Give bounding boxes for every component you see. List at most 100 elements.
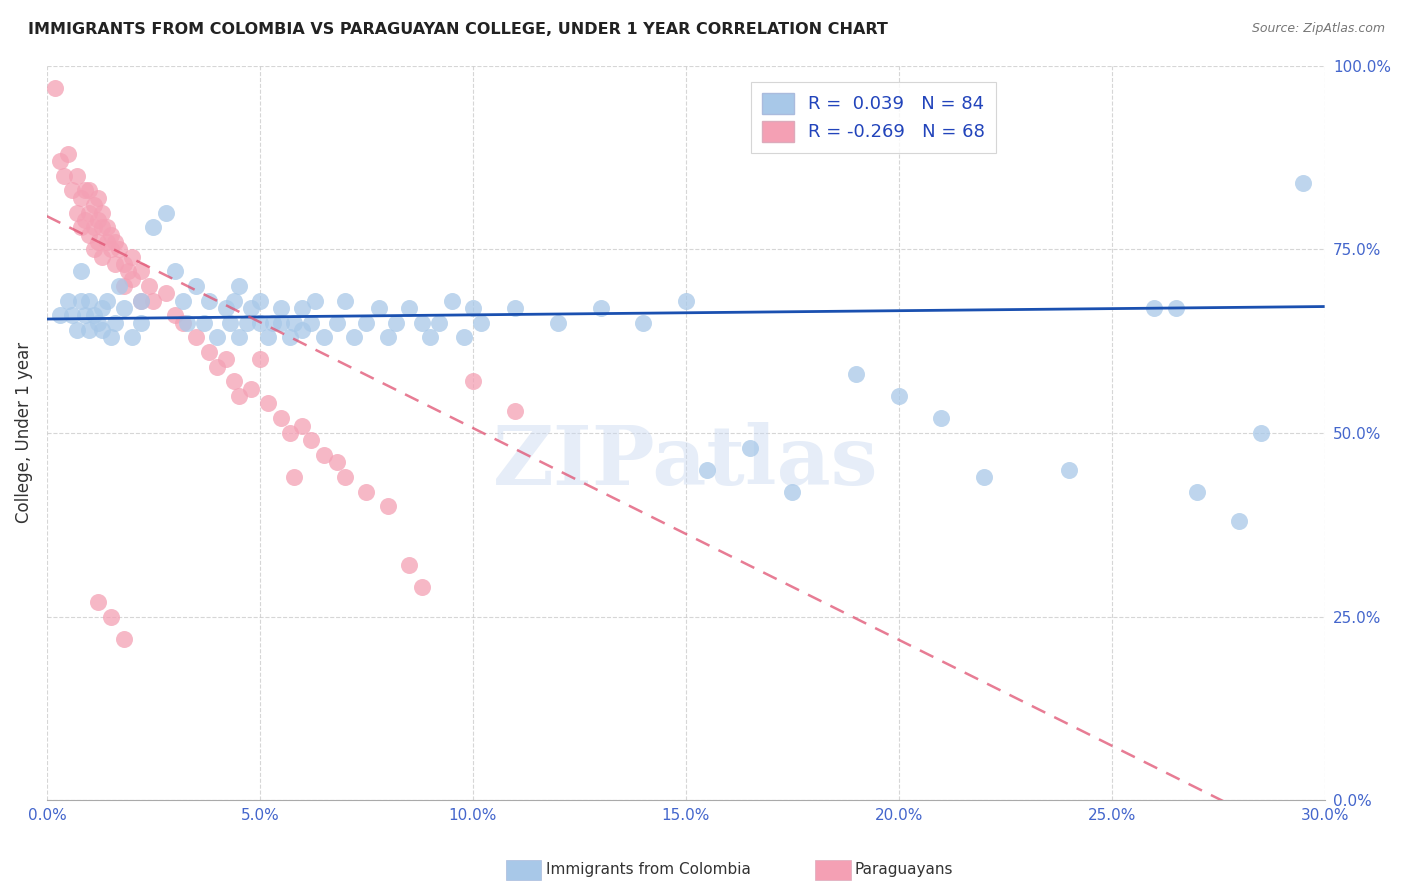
Point <box>1292 176 1315 190</box>
Point <box>52 169 75 183</box>
Point <box>172 316 194 330</box>
Point <box>70 293 93 308</box>
Point <box>1164 301 1187 315</box>
Point <box>70 191 93 205</box>
Point <box>108 242 131 256</box>
Point <box>973 470 995 484</box>
Point <box>83 242 105 256</box>
Point <box>66 323 89 337</box>
Point <box>291 418 314 433</box>
Point <box>155 205 177 219</box>
Point <box>163 264 186 278</box>
Text: Source: ZipAtlas.com: Source: ZipAtlas.com <box>1251 22 1385 36</box>
Point <box>696 462 718 476</box>
Point <box>738 441 761 455</box>
Point <box>117 264 139 278</box>
Point <box>419 330 441 344</box>
Point <box>142 220 165 235</box>
Point <box>96 220 118 235</box>
Point <box>453 330 475 344</box>
Point <box>325 455 347 469</box>
Point <box>299 434 322 448</box>
Point <box>75 184 97 198</box>
Point <box>100 609 122 624</box>
Point <box>197 293 219 308</box>
Point <box>411 580 433 594</box>
Point <box>48 154 70 169</box>
Point <box>79 227 101 242</box>
Point <box>184 279 207 293</box>
Point <box>91 205 114 219</box>
Point <box>112 257 135 271</box>
Point <box>278 425 301 440</box>
Point <box>1185 484 1208 499</box>
Point <box>66 205 89 219</box>
Point <box>155 286 177 301</box>
Point <box>249 293 271 308</box>
Point <box>240 301 263 315</box>
Point <box>44 80 66 95</box>
Point <box>1250 425 1272 440</box>
Point <box>1057 462 1080 476</box>
Point <box>215 301 238 315</box>
Point <box>257 330 280 344</box>
Point <box>129 264 152 278</box>
Point <box>197 345 219 359</box>
Point <box>356 316 378 330</box>
Point <box>228 279 250 293</box>
Point <box>589 301 612 315</box>
Point <box>70 220 93 235</box>
Point <box>262 316 284 330</box>
Point <box>96 293 118 308</box>
Point <box>121 250 143 264</box>
Point <box>104 257 127 271</box>
Point <box>1229 514 1251 528</box>
Point <box>66 169 89 183</box>
Point <box>163 309 186 323</box>
Point <box>385 316 408 330</box>
Point <box>96 235 118 249</box>
Point <box>333 293 356 308</box>
Point <box>100 242 122 256</box>
Point <box>675 293 697 308</box>
Legend: R =  0.039   N = 84, R = -0.269   N = 68: R = 0.039 N = 84, R = -0.269 N = 68 <box>751 82 997 153</box>
Point <box>100 330 122 344</box>
Point <box>129 293 152 308</box>
Point <box>228 330 250 344</box>
Point <box>121 330 143 344</box>
Text: Immigrants from Colombia: Immigrants from Colombia <box>546 863 751 877</box>
Point <box>631 316 654 330</box>
Point <box>79 323 101 337</box>
Point <box>377 500 399 514</box>
Point <box>87 595 110 609</box>
Point <box>138 279 160 293</box>
Point <box>342 330 364 344</box>
Point <box>368 301 391 315</box>
Point <box>91 301 114 315</box>
Point <box>100 227 122 242</box>
Point <box>398 301 420 315</box>
Point <box>112 301 135 315</box>
Text: ZIPatlas: ZIPatlas <box>494 422 879 502</box>
Point <box>505 404 527 418</box>
Text: IMMIGRANTS FROM COLOMBIA VS PARAGUAYAN COLLEGE, UNDER 1 YEAR CORRELATION CHART: IMMIGRANTS FROM COLOMBIA VS PARAGUAYAN C… <box>28 22 889 37</box>
Point <box>215 352 238 367</box>
Point <box>176 316 198 330</box>
Point <box>440 293 463 308</box>
Point <box>79 293 101 308</box>
Point <box>70 264 93 278</box>
Point <box>83 220 105 235</box>
Point <box>228 389 250 403</box>
Point <box>121 271 143 285</box>
Point <box>236 316 259 330</box>
Point <box>83 309 105 323</box>
Point <box>240 382 263 396</box>
Point <box>377 330 399 344</box>
Point <box>83 198 105 212</box>
Point <box>62 184 84 198</box>
Y-axis label: College, Under 1 year: College, Under 1 year <box>15 343 32 524</box>
Point <box>931 411 953 425</box>
Point <box>299 316 322 330</box>
Point <box>87 316 110 330</box>
Point <box>356 484 378 499</box>
